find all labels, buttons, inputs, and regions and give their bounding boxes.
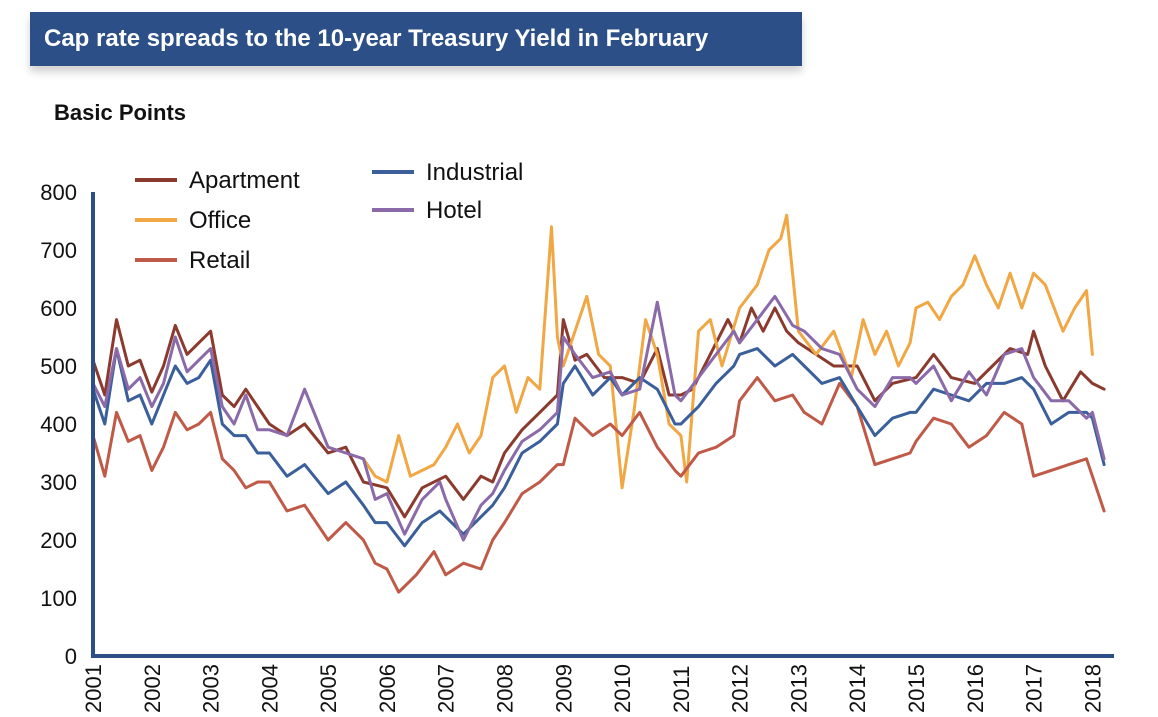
x-tick-label: 2011 xyxy=(669,666,694,713)
y-tick-label: 700 xyxy=(40,238,77,263)
y-tick-label: 800 xyxy=(40,180,77,205)
y-tick-label: 400 xyxy=(40,412,77,437)
y-tick-label: 0 xyxy=(65,644,77,669)
y-tick-label: 600 xyxy=(40,296,77,321)
x-tick-label: 2009 xyxy=(551,664,576,713)
axes: 0 100 200 300 400 500 600 700 800 2001 2002 2003 200… xyxy=(40,180,1114,713)
series-line-hotel xyxy=(91,294,1106,542)
y-tick-label: 500 xyxy=(40,354,77,379)
legend-label-retail: Retail xyxy=(189,247,250,274)
y-tick-label: 300 xyxy=(40,470,77,495)
x-tick-label: 2016 xyxy=(963,664,988,713)
plot-lines xyxy=(91,213,1106,594)
series-line-apartment xyxy=(91,306,1106,519)
x-tick-label: 2017 xyxy=(1022,664,1047,713)
x-tick-label: 2001 xyxy=(81,664,106,713)
x-tick-label: 2002 xyxy=(140,664,165,713)
x-tick-label: 2006 xyxy=(375,664,400,713)
legend-label-office: Office xyxy=(189,207,251,234)
x-tick-label: 2004 xyxy=(257,664,282,713)
x-tick-label: 2005 xyxy=(316,664,341,713)
y-axis-label: Basic Points xyxy=(54,100,187,125)
x-tick-label: 2010 xyxy=(610,664,635,713)
x-tick-label: 2018 xyxy=(1080,664,1105,713)
x-tick-label: 2015 xyxy=(904,664,929,713)
legend-label-industrial: Industrial xyxy=(426,159,523,186)
legend: Apartment Office Retail Industrial Hotel xyxy=(135,159,523,274)
x-tick-label: 2013 xyxy=(786,664,811,713)
series-line-retail xyxy=(91,376,1106,594)
series-line-office xyxy=(361,213,1094,490)
series-line-industrial xyxy=(91,347,1106,548)
y-tick-label: 200 xyxy=(40,528,77,553)
x-tick-label: 2003 xyxy=(199,664,224,713)
y-tick-label: 100 xyxy=(40,586,77,611)
legend-label-hotel: Hotel xyxy=(426,197,482,224)
chart-title: Cap rate spreads to the 10-year Treasury… xyxy=(44,25,709,52)
x-tick-label: 2008 xyxy=(493,664,518,713)
x-tick-label: 2012 xyxy=(728,664,753,713)
x-tick-label: 2007 xyxy=(434,664,459,713)
legend-label-apartment: Apartment xyxy=(189,167,300,194)
chart-title-banner: Cap rate spreads to the 10-year Treasury… xyxy=(30,12,802,66)
x-tick-label: 2014 xyxy=(845,664,870,713)
